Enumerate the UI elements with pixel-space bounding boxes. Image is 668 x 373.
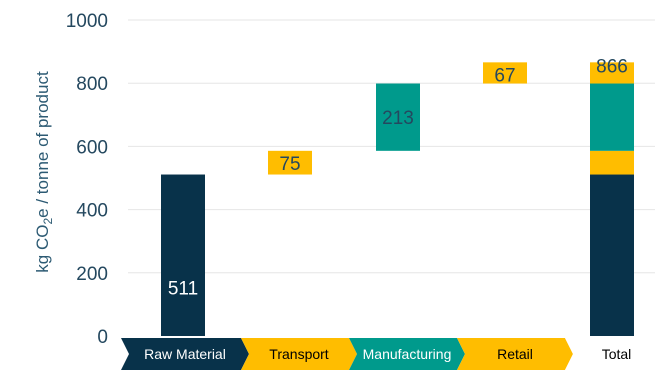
y-tick-800: 800	[76, 74, 108, 95]
bar-transport	[268, 150, 312, 175]
category-chevron-raw-material	[121, 338, 249, 370]
data-label-total: 866	[596, 56, 628, 77]
y-axis-ticks: 0 200 400 600 800 1000	[66, 11, 108, 348]
data-labels: 511 75 213 67 866	[168, 56, 628, 299]
y-tick-0: 0	[97, 327, 108, 348]
total-segment-raw-material	[590, 174, 634, 336]
bars	[161, 62, 634, 336]
category-chevrons: Raw Material Transport Manufacturing Retail…	[121, 338, 660, 370]
y-axis-label: kg CO2e / tonne of product	[33, 71, 55, 273]
category-label-manufacturing: Manufacturing	[363, 346, 452, 362]
data-label-manufacturing: 213	[382, 108, 414, 129]
bar-manufacturing	[376, 83, 420, 151]
y-tick-400: 400	[76, 201, 108, 222]
bar-retail	[483, 62, 527, 84]
data-label-transport: 75	[279, 154, 300, 175]
y-tick-600: 600	[76, 137, 108, 158]
data-label-retail: 67	[494, 65, 515, 86]
category-chevron-total	[565, 338, 660, 370]
data-label-raw-material: 511	[168, 279, 198, 300]
category-label-retail: Retail	[497, 346, 533, 362]
total-segment-retail	[590, 62, 634, 84]
category-label-transport: Transport	[269, 346, 329, 362]
total-segment-manufacturing	[590, 83, 634, 151]
y-tick-200: 200	[76, 264, 108, 285]
category-chevron-manufacturing	[349, 338, 465, 370]
category-chevron-retail	[457, 338, 573, 370]
category-chevron-transport	[241, 338, 357, 370]
bar-raw-material	[161, 174, 205, 336]
category-label-total: Total	[602, 346, 632, 362]
total-segment-transport	[590, 150, 634, 175]
category-label-raw-material: Raw Material	[144, 346, 226, 362]
y-tick-1000: 1000	[66, 11, 108, 32]
